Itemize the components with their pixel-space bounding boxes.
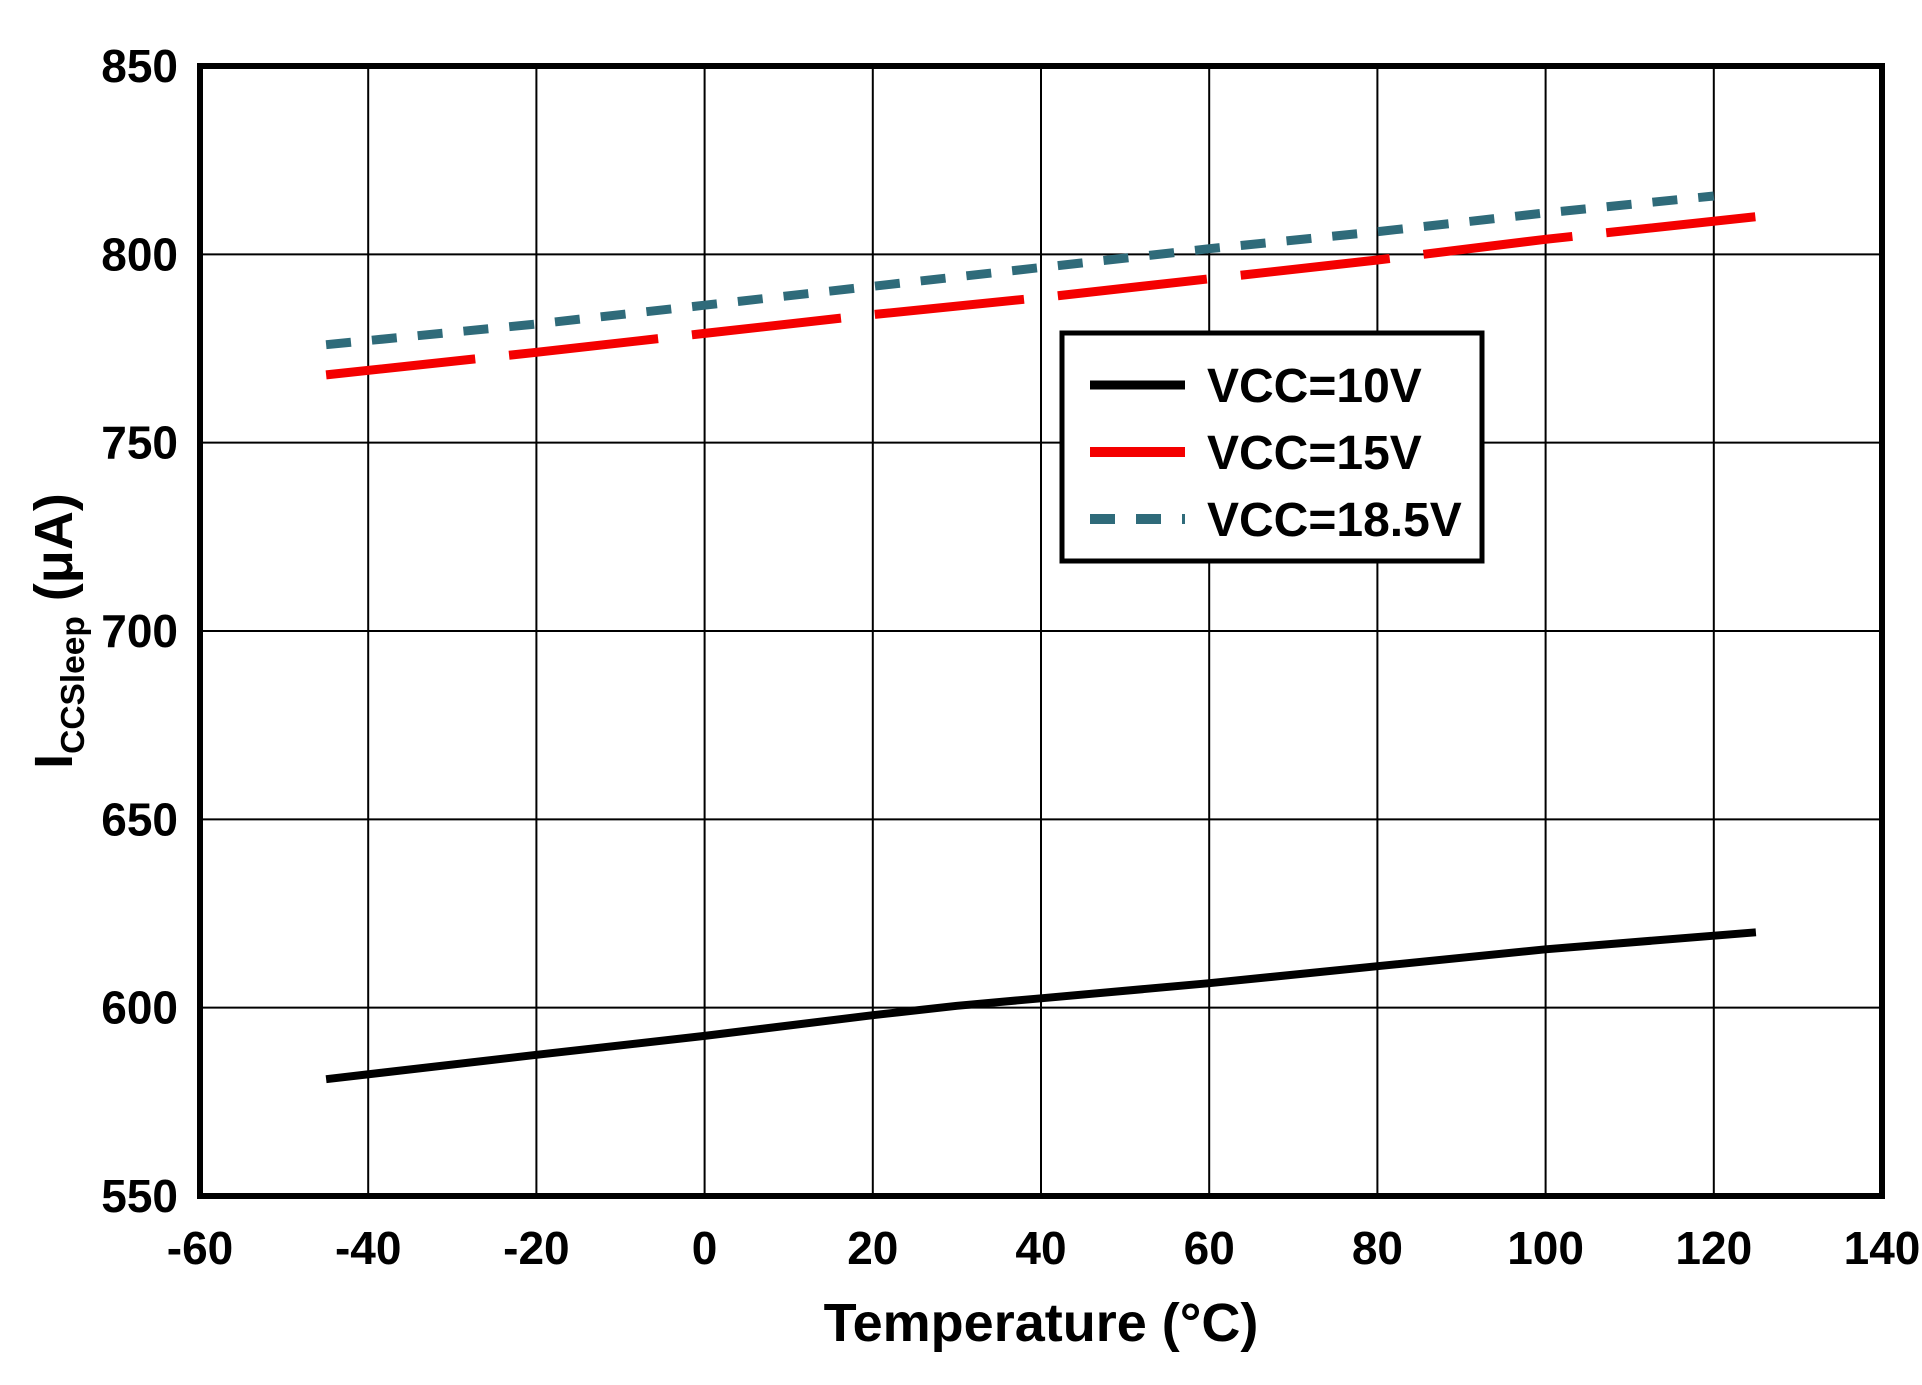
legend-label: VCC=10V	[1207, 360, 1422, 413]
y-tick-label: 850	[101, 40, 178, 92]
legend-entry: VCC=18.5V	[1090, 494, 1462, 547]
y-tick-label: 600	[101, 982, 178, 1034]
y-tick-label: 800	[101, 228, 178, 280]
x-tick-label: 60	[1184, 1222, 1235, 1274]
x-tick-label: 120	[1675, 1222, 1752, 1274]
x-tick-label: 140	[1844, 1222, 1921, 1274]
x-tick-label: -60	[167, 1222, 233, 1274]
legend-entry: VCC=10V	[1090, 360, 1422, 413]
legend-label: VCC=18.5V	[1207, 494, 1462, 547]
legend-entry: VCC=15V	[1090, 427, 1422, 480]
x-tick-label: -20	[503, 1222, 569, 1274]
x-tick-label: 40	[1015, 1222, 1066, 1274]
legend: VCC=10V VCC=15V VCC=18.5V	[1059, 330, 1485, 564]
y-tick-label: 650	[101, 793, 178, 845]
legend-label: VCC=15V	[1207, 427, 1422, 480]
x-tick-label: 20	[847, 1222, 898, 1274]
y-tick-label: 750	[101, 417, 178, 469]
x-tick-label: 100	[1507, 1222, 1584, 1274]
x-axis-title: Temperature (°C)	[823, 1293, 1259, 1353]
y-tick-label: 700	[101, 605, 178, 657]
x-tick-label: 80	[1352, 1222, 1403, 1274]
y-axis-title: ICCSleep (μA)	[23, 493, 93, 769]
y-axis-title-sub: CCSleep	[54, 616, 92, 754]
x-tick-label: 0	[692, 1222, 718, 1274]
plot-border	[197, 63, 1885, 1199]
y-axis-title-unit: (μA)	[24, 493, 85, 617]
series-line-1	[325, 212, 1757, 380]
series-line-2	[325, 191, 1715, 350]
series-line-0	[325, 928, 1757, 1084]
x-tick-label: -40	[335, 1222, 401, 1274]
y-tick-label: 550	[101, 1170, 178, 1222]
y-axis-title-main: I	[24, 753, 85, 769]
